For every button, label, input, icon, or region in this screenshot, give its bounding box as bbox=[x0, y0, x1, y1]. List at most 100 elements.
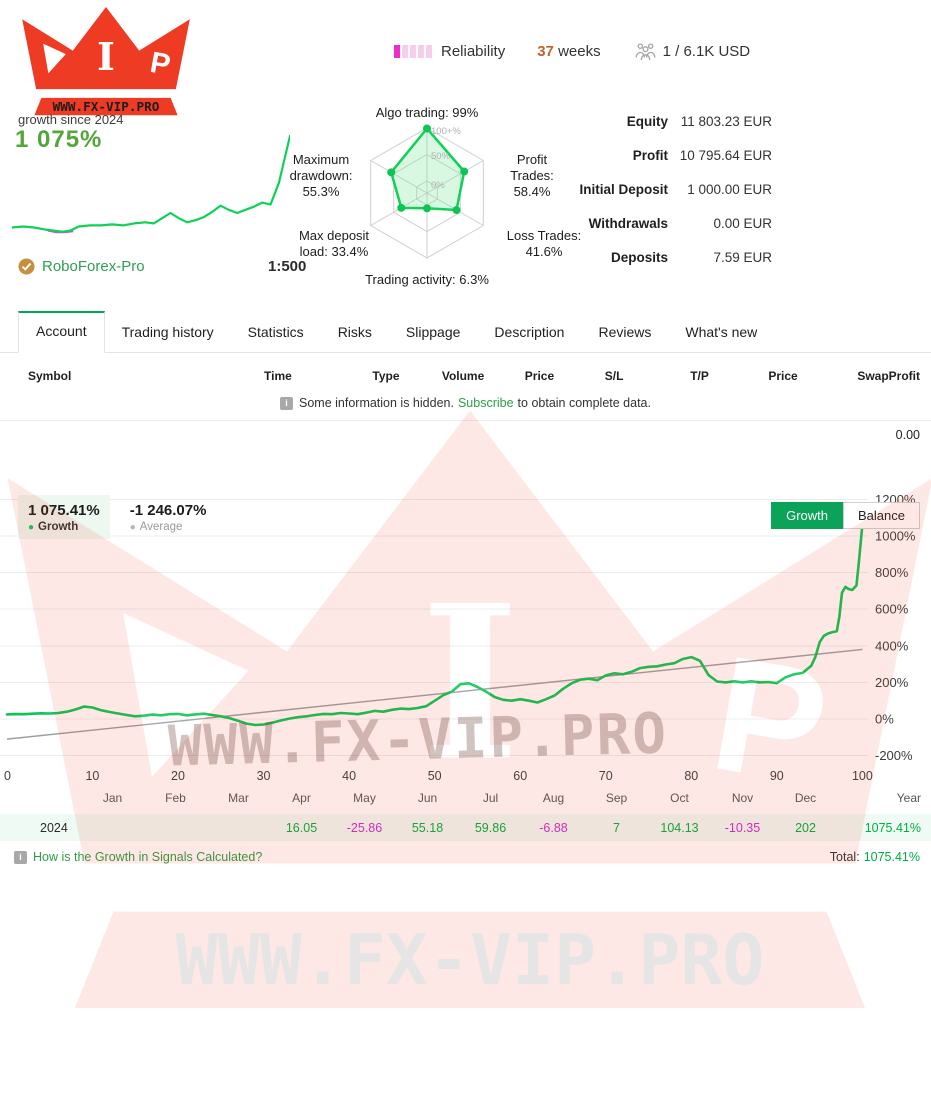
month-label: Nov bbox=[731, 791, 754, 805]
radar-label-algo-trading: Algo trading: 99% bbox=[375, 105, 479, 120]
month-label: Jul bbox=[482, 791, 499, 805]
notice-suffix: to obtain complete data. bbox=[517, 396, 651, 410]
col-time: Time bbox=[264, 369, 292, 383]
stat-label: Initial Deposit bbox=[579, 181, 668, 197]
svg-text:50%: 50% bbox=[431, 151, 451, 162]
x-tick: 100 bbox=[851, 769, 873, 783]
year-column-label: Year bbox=[896, 791, 921, 805]
x-tick: 20 bbox=[171, 769, 185, 783]
reliability-segment bbox=[418, 45, 424, 58]
top-metrics: Reliability 37 weeks 1 / 6.1K USD bbox=[394, 42, 750, 61]
tab-reviews[interactable]: Reviews bbox=[598, 324, 652, 340]
broker-row: RoboForex-Pro 1:500 bbox=[18, 258, 306, 275]
stat-value: 0.00 EUR bbox=[713, 215, 772, 231]
legend-average: -1 246.07% ● Average bbox=[120, 495, 217, 539]
radar-label-trading-activity: Trading activity: 6.3% bbox=[365, 272, 489, 287]
reliability-segment bbox=[402, 45, 408, 58]
monthly-growth-row: 2024 16.05 -25.86 55.18 59.86 -6.88 7 10… bbox=[0, 814, 931, 841]
growth-value: 1 075% bbox=[15, 126, 103, 153]
col-price-2: Price bbox=[768, 369, 798, 383]
tab-whats-new[interactable]: What's new bbox=[685, 324, 758, 340]
broker-name-link[interactable]: RoboForex-Pro bbox=[42, 258, 145, 275]
month-growth: 16.05 bbox=[285, 820, 318, 835]
legend-average-value: -1 246.07% bbox=[129, 502, 207, 519]
reliability-segment bbox=[426, 45, 432, 58]
stat-label: Deposits bbox=[610, 249, 668, 265]
stat-row-withdrawals: Withdrawals 0.00 EUR bbox=[540, 206, 931, 240]
grey-dot-icon: ● bbox=[129, 522, 136, 533]
month-growth: -10.35 bbox=[724, 820, 761, 835]
signal-quality-radar-chart: 100+% 50% 0% bbox=[370, 124, 484, 259]
tab-risks[interactable]: Risks bbox=[337, 324, 372, 340]
x-tick: 80 bbox=[684, 769, 699, 783]
month-label: Aug bbox=[542, 791, 565, 805]
month-growth: 55.18 bbox=[411, 820, 444, 835]
growth-help-link[interactable]: i How is the Growth in Signals Calculate… bbox=[14, 850, 262, 864]
stat-row-initial-deposit: Initial Deposit 1 000.00 EUR bbox=[540, 172, 931, 206]
account-stats: Equity 11 803.23 EUR Profit 10 795.64 EU… bbox=[540, 104, 931, 274]
radar-label-profit-trades: Profit Trades: 58.4% bbox=[510, 152, 554, 199]
reliability-segment bbox=[394, 45, 400, 58]
tab-statistics[interactable]: Statistics bbox=[247, 324, 304, 340]
subscribers-icon bbox=[635, 43, 656, 61]
month-label: Jan bbox=[102, 791, 123, 805]
month-label: Oct bbox=[670, 791, 689, 805]
stat-row-deposits: Deposits 7.59 EUR bbox=[540, 240, 931, 274]
total-growth-value: 1075.41% bbox=[863, 850, 920, 864]
stat-value: 10 795.64 EUR bbox=[679, 147, 772, 163]
total-growth: Total: 1075.41% bbox=[829, 850, 920, 864]
month-growth: -6.88 bbox=[539, 820, 568, 835]
x-tick: 90 bbox=[769, 769, 784, 783]
month-growth: 59.86 bbox=[474, 820, 507, 835]
col-symbol: Symbol bbox=[28, 369, 72, 383]
col-price: Price bbox=[524, 369, 555, 383]
tab-trading-history[interactable]: Trading history bbox=[121, 324, 214, 340]
summary-profit-value: 0.00 bbox=[895, 428, 920, 442]
tab-slippage[interactable]: Slippage bbox=[405, 324, 461, 340]
x-tick: 70 bbox=[598, 769, 613, 783]
svg-text:0%: 0% bbox=[431, 180, 445, 191]
radar-label-max-deposit-load: Max deposit load: 33.4% bbox=[298, 228, 370, 259]
signal-header: growth since 2024 1 075% RoboForex-Pro 1… bbox=[0, 0, 931, 310]
weeks-metric: 37 weeks bbox=[537, 43, 600, 60]
legend-growth: 1 075.41% ● Growth bbox=[18, 495, 110, 539]
growth-chart-section: 1 075.41% ● Growth -1 246.07% ● Average Gr… bbox=[0, 489, 931, 864]
svg-text:100+%: 100+% bbox=[431, 126, 461, 137]
stat-value: 7.59 EUR bbox=[713, 249, 772, 265]
svg-text:600%: 600% bbox=[875, 602, 909, 617]
green-dot-icon: ● bbox=[28, 522, 35, 533]
month-label: Apr bbox=[292, 791, 311, 805]
stat-value: 11 803.23 EUR bbox=[680, 113, 772, 129]
weeks-label: weeks bbox=[558, 43, 601, 60]
month-label: May bbox=[353, 791, 376, 805]
reliability-bar bbox=[394, 45, 434, 59]
growth-caption: growth since 2024 bbox=[18, 112, 124, 127]
chart-legend: 1 075.41% ● Growth -1 246.07% ● Average bbox=[18, 495, 216, 539]
growth-button[interactable]: Growth bbox=[771, 502, 844, 529]
col-sl: S/L bbox=[604, 369, 624, 383]
svg-text:400%: 400% bbox=[875, 638, 909, 653]
hidden-info-notice: i Some information is hidden. Subscribe … bbox=[0, 396, 931, 410]
x-tick: 0 bbox=[4, 769, 11, 783]
legend-average-label: Average bbox=[139, 521, 183, 533]
month-growth: 202 bbox=[795, 820, 816, 835]
month-label: Mar bbox=[228, 791, 249, 805]
balance-button[interactable]: Balance bbox=[843, 502, 920, 529]
chart-footer: i How is the Growth in Signals Calculate… bbox=[0, 850, 931, 864]
subscribe-link[interactable]: Subscribe bbox=[457, 396, 514, 410]
radar-label-max-drawdown: Maximum drawdown: 55.3% bbox=[289, 152, 353, 199]
stat-label: Withdrawals bbox=[588, 215, 668, 231]
stat-row-profit: Profit 10 795.64 EUR bbox=[540, 138, 931, 172]
month-growth: -25.86 bbox=[346, 820, 383, 835]
tab-description[interactable]: Description bbox=[494, 324, 565, 340]
col-profit: Profit bbox=[888, 369, 920, 383]
info-icon: i bbox=[280, 396, 293, 410]
month-growth: 7 bbox=[613, 820, 620, 835]
tab-account[interactable]: Account bbox=[18, 311, 105, 353]
legend-growth-label: Growth bbox=[38, 521, 79, 533]
year-value: 2024 bbox=[40, 820, 68, 835]
svg-text:-200%: -200% bbox=[875, 748, 913, 763]
reliability-label: Reliability bbox=[441, 43, 506, 60]
notice-prefix: Some information is hidden. bbox=[299, 396, 454, 410]
legend-growth-value: 1 075.41% bbox=[28, 502, 100, 519]
